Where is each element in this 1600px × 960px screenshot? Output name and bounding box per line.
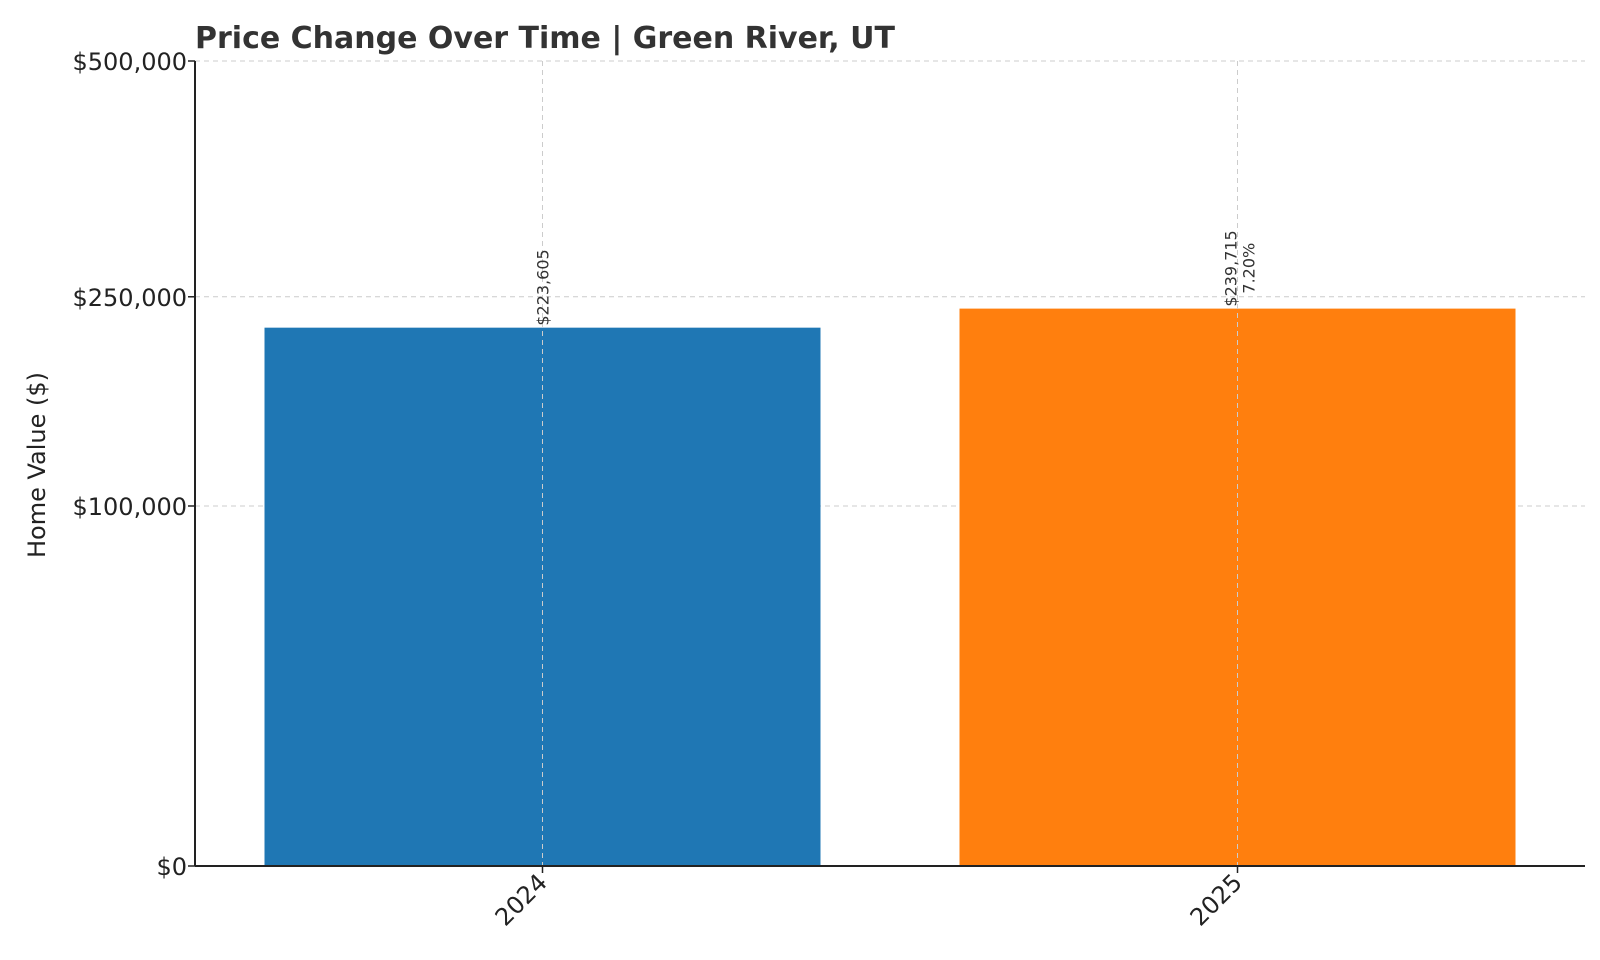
y-axis-label: Home Value ($) [23,372,51,558]
y-tick-labels: $0 $100,000 $250,000 $500,000 [72,48,195,881]
bar-change-label: 7.20% [1240,243,1259,294]
x-tick-label: 2025 [1185,868,1248,931]
bars [264,308,1516,867]
bar-value-label: $223,605 [534,249,553,325]
y-tick-label: $500,000 [72,48,187,76]
axes [194,61,1585,867]
x-tick-labels: 2024 2025 [490,866,1248,931]
x-grid-lines [542,61,1238,866]
y-tick-label: $250,000 [72,284,187,312]
grid-lines [195,60,1585,507]
y-tick-label: $0 [156,853,187,881]
data-labels: $223,605 $239,715 7.20% [534,230,1259,325]
y-tick-label: $100,000 [72,493,187,521]
x-tick-label: 2024 [490,868,553,931]
bar-value-label: $239,715 [1222,230,1241,306]
chart-title: Price Change Over Time | Green River, UT [195,21,896,56]
